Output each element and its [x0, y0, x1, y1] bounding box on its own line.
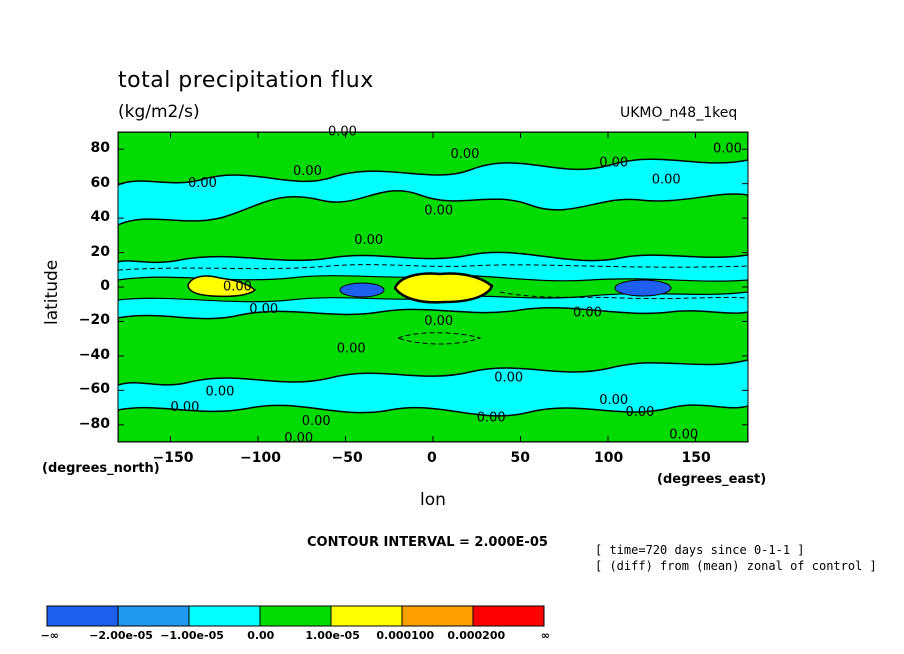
contour-label: 0.00	[626, 405, 655, 420]
colorbar-swatch	[259, 605, 332, 627]
contour-label: 0.00	[354, 233, 383, 248]
colorbar-label: −2.00e-05	[89, 629, 153, 642]
colorbar-swatch	[117, 605, 190, 627]
x-tick-marks	[170, 132, 696, 442]
contour-label: 0.00	[652, 173, 681, 188]
run-id: UKMO_n48_1keq	[620, 105, 738, 121]
colorbar	[46, 605, 545, 627]
chart-title: total precipitation flux	[118, 68, 374, 93]
y-tick-label: 60	[90, 174, 110, 191]
colorbar-label: −1.00e-05	[160, 629, 224, 642]
contour-label: 0.00	[451, 147, 480, 162]
contour-label: 0.00	[302, 414, 331, 429]
y-tick-marks	[118, 148, 748, 426]
contour-label: 0.00	[424, 314, 453, 329]
chart-units: (kg/m2/s)	[118, 102, 200, 122]
y-axis-label: latitude	[42, 259, 62, 325]
contour-region-green-nh-mid	[118, 190, 748, 264]
colorbar-label: 0.000200	[447, 629, 506, 642]
y-tick-label: −20	[78, 312, 110, 329]
colorbar-swatch	[330, 605, 403, 627]
x-axis-label: lon	[420, 490, 446, 510]
contour-label: 0.00	[669, 428, 698, 443]
x-unit-label: (degrees_east)	[657, 472, 767, 487]
contour-label: 0.00	[293, 164, 322, 179]
contour-label: 0.00	[337, 341, 366, 356]
contour-labels: 0.000.000.000.000.000.000.000.000.000.00…	[171, 124, 742, 446]
y-tick-label: 40	[90, 209, 110, 226]
colorbar-label: 0.00	[247, 629, 275, 642]
note-time: [ time=720 days since 0-1-1 ]	[595, 543, 805, 557]
y-tick-label: 0	[100, 278, 110, 294]
contour-region-blue-east	[614, 279, 672, 297]
contour-region-green-south	[118, 404, 748, 442]
y-tick-label: −40	[78, 346, 110, 363]
x-tick-label: 100	[594, 450, 624, 466]
contour-label: 0.00	[188, 176, 217, 191]
contour-region-green-north	[118, 132, 748, 186]
contour-label: 0.00	[599, 393, 628, 408]
contour-region-yellow-west	[187, 275, 257, 298]
contour-label: 0.00	[171, 400, 200, 415]
negative-contour-line	[499, 291, 748, 300]
y-tick-label: 80	[90, 140, 110, 157]
colorbar-label: 0.000100	[376, 629, 435, 642]
x-tick-label: −50	[331, 450, 363, 466]
contour-label: 0.00	[328, 124, 357, 139]
x-tick-label: −100	[240, 450, 281, 466]
contour-label: 0.00	[249, 302, 278, 317]
colorbar-label: −∞	[40, 629, 59, 642]
contour-label: 0.00	[494, 371, 523, 386]
filled-contours	[118, 132, 748, 442]
x-tick-label: −150	[152, 450, 194, 466]
colorbar-swatch	[472, 605, 545, 627]
contour-label: 0.00	[477, 410, 506, 425]
y-unit-label: (degrees_north)	[42, 461, 160, 476]
x-tick-label: 0	[427, 450, 437, 466]
y-tick-label: −80	[78, 415, 110, 432]
contour-label: 0.00	[573, 305, 602, 320]
contour-label: 0.00	[206, 385, 235, 400]
colorbar-swatch	[188, 605, 261, 627]
contour-label: 0.00	[284, 431, 313, 446]
colorbar-label: 1.00e-05	[305, 629, 360, 642]
y-tick-label: −60	[78, 381, 110, 398]
colorbar-swatch	[46, 605, 119, 627]
negative-contour-line	[396, 332, 482, 345]
contour-label: 0.00	[223, 279, 252, 294]
x-tick-label: 50	[510, 450, 530, 466]
contour-interval: CONTOUR INTERVAL = 2.000E-05	[307, 535, 548, 550]
contour-label: 0.00	[713, 142, 742, 157]
negative-contour-line	[118, 264, 748, 271]
colorbar-swatch	[401, 605, 474, 627]
contour-label: 0.00	[599, 155, 628, 170]
colorbar-label: ∞	[540, 629, 550, 642]
contour-region-blue-central	[339, 282, 385, 298]
contour-region-yellow-center	[393, 272, 494, 304]
y-tick-label: 20	[90, 243, 110, 260]
note-diff: [ (diff) from (mean) zonal of control ]	[595, 559, 877, 573]
x-tick-label: 150	[681, 450, 711, 466]
contour-label: 0.00	[424, 204, 453, 219]
